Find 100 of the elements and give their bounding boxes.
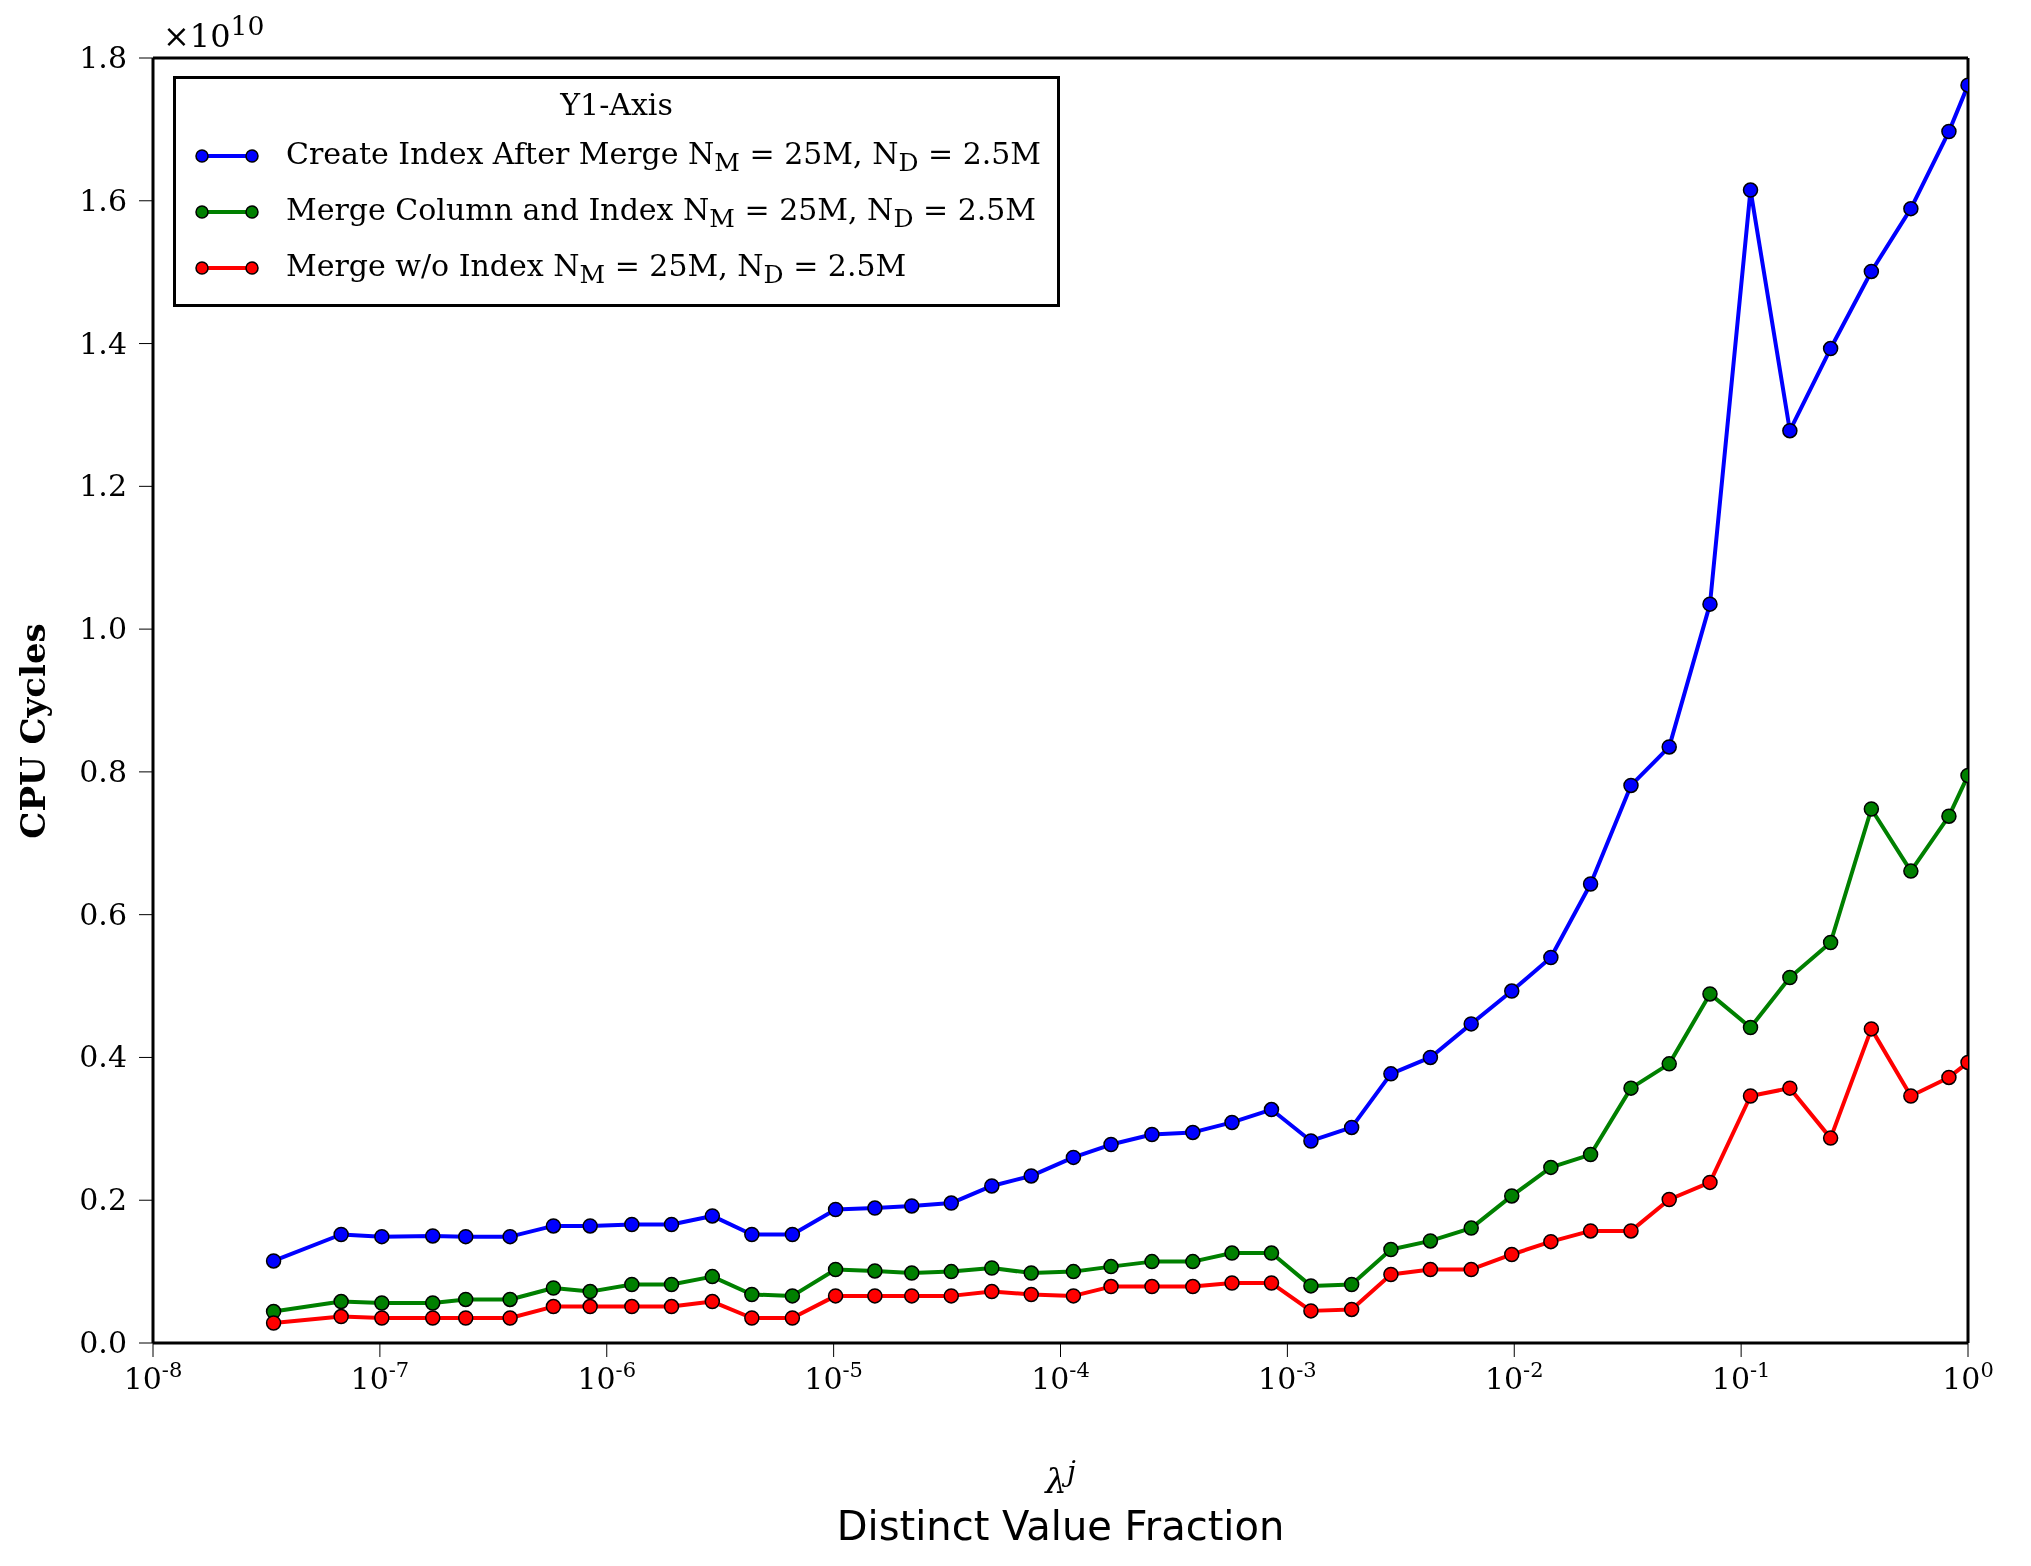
y-tick-label: 1.2 — [79, 468, 127, 504]
point — [1303, 1278, 1319, 1294]
point — [1263, 1101, 1280, 1118]
point — [1863, 263, 1880, 280]
text: ×10$^{10}$ — [163, 10, 265, 55]
point — [1103, 1136, 1119, 1153]
point — [1023, 1265, 1039, 1281]
y-tick-label: 1.6 — [79, 182, 127, 218]
point — [545, 1218, 562, 1234]
point — [784, 1310, 801, 1326]
point — [704, 1293, 721, 1310]
x-tick-label: 10$^{-5}$ — [804, 1358, 863, 1396]
point — [984, 1260, 1000, 1276]
point — [1303, 1303, 1319, 1319]
point — [1822, 340, 1839, 357]
x-tick-label: 10$^{-3}$ — [1258, 1358, 1317, 1396]
legend-label: Create Index After Merge N$_{M}$ = 25M, N$_{D}$ = 2.5M — [286, 135, 1042, 177]
point — [943, 1288, 960, 1304]
legend-label: Merge Column and Index N$_{M}$ = 25M, N$_{D}$ = 2.5M — [286, 191, 1037, 233]
point — [1023, 1168, 1039, 1184]
point — [545, 1280, 562, 1296]
point — [624, 1216, 640, 1233]
point — [424, 1310, 441, 1326]
point — [1941, 1069, 1957, 1086]
point — [904, 1198, 920, 1214]
point — [1224, 1245, 1240, 1261]
point — [1144, 1253, 1160, 1270]
point — [1623, 1080, 1639, 1096]
point — [1224, 1114, 1240, 1131]
point — [1702, 986, 1718, 1002]
point — [1263, 1245, 1280, 1261]
point — [704, 1268, 721, 1285]
point — [1822, 934, 1839, 951]
text: Distinct Value Fraction — [836, 1503, 1285, 1549]
point — [1065, 1149, 1082, 1166]
point — [624, 1276, 640, 1293]
point — [1582, 1223, 1599, 1239]
point — [943, 1195, 960, 1211]
point — [984, 1178, 1000, 1194]
point — [1185, 1124, 1201, 1141]
point — [1661, 1191, 1677, 1208]
x-axis-title: λ$^{j}$ — [1045, 1455, 1076, 1502]
x-tick-label: 10$^{-2}$ — [1484, 1358, 1544, 1396]
point — [1065, 1263, 1082, 1280]
point — [1504, 1246, 1520, 1263]
y-tick-label: 0.0 — [79, 1325, 127, 1360]
point — [744, 1226, 760, 1243]
y-tick-label: 1.4 — [79, 325, 127, 361]
point — [1863, 801, 1880, 817]
x-tick-label: 10$^{-1}$ — [1711, 1358, 1771, 1396]
y-axis-title: CPU Cycles — [13, 622, 53, 839]
point — [1543, 1233, 1559, 1250]
point — [424, 1228, 441, 1244]
point — [1144, 1278, 1160, 1295]
point — [1543, 949, 1559, 966]
point — [1822, 1130, 1839, 1146]
point — [744, 1310, 760, 1326]
point — [904, 1265, 920, 1281]
point — [784, 1288, 801, 1304]
point — [1383, 1241, 1399, 1258]
x-tick-label: 10$^{0}$ — [1942, 1358, 1994, 1396]
y-tick-label: 1.8 — [79, 40, 127, 75]
point — [1702, 596, 1718, 612]
point — [1103, 1258, 1119, 1275]
point — [545, 1298, 562, 1315]
y-tick-label: 0.2 — [79, 1182, 127, 1218]
point — [1702, 1174, 1718, 1191]
point — [1103, 1278, 1119, 1295]
point — [1903, 863, 1919, 879]
y-tick-label: 1.0 — [79, 611, 127, 647]
point — [1504, 983, 1520, 999]
point — [1941, 808, 1957, 824]
point — [1661, 1056, 1677, 1072]
point — [1742, 182, 1759, 198]
point — [1263, 1275, 1280, 1291]
point — [744, 1286, 760, 1303]
point — [1383, 1266, 1399, 1283]
point — [1463, 1261, 1479, 1278]
point — [1863, 1021, 1880, 1037]
point — [1383, 1066, 1399, 1082]
point — [1623, 777, 1639, 794]
point — [1463, 1016, 1479, 1032]
x-tick-label: 10$^{-7}$ — [350, 1358, 410, 1396]
point — [1582, 876, 1599, 892]
point — [624, 1298, 640, 1315]
point — [663, 1298, 680, 1315]
x-tick-label: 10$^{-6}$ — [577, 1358, 637, 1396]
point — [1903, 1088, 1919, 1104]
point — [904, 1288, 920, 1304]
y-tick-label: 0.4 — [79, 1039, 127, 1075]
point — [1422, 1049, 1439, 1066]
point — [984, 1283, 1000, 1300]
point — [1224, 1275, 1240, 1291]
point — [1582, 1146, 1599, 1163]
point — [1185, 1278, 1201, 1295]
point — [1742, 1088, 1759, 1104]
point — [704, 1208, 721, 1224]
point — [1343, 1276, 1360, 1293]
point — [1185, 1253, 1201, 1270]
point — [663, 1216, 680, 1233]
